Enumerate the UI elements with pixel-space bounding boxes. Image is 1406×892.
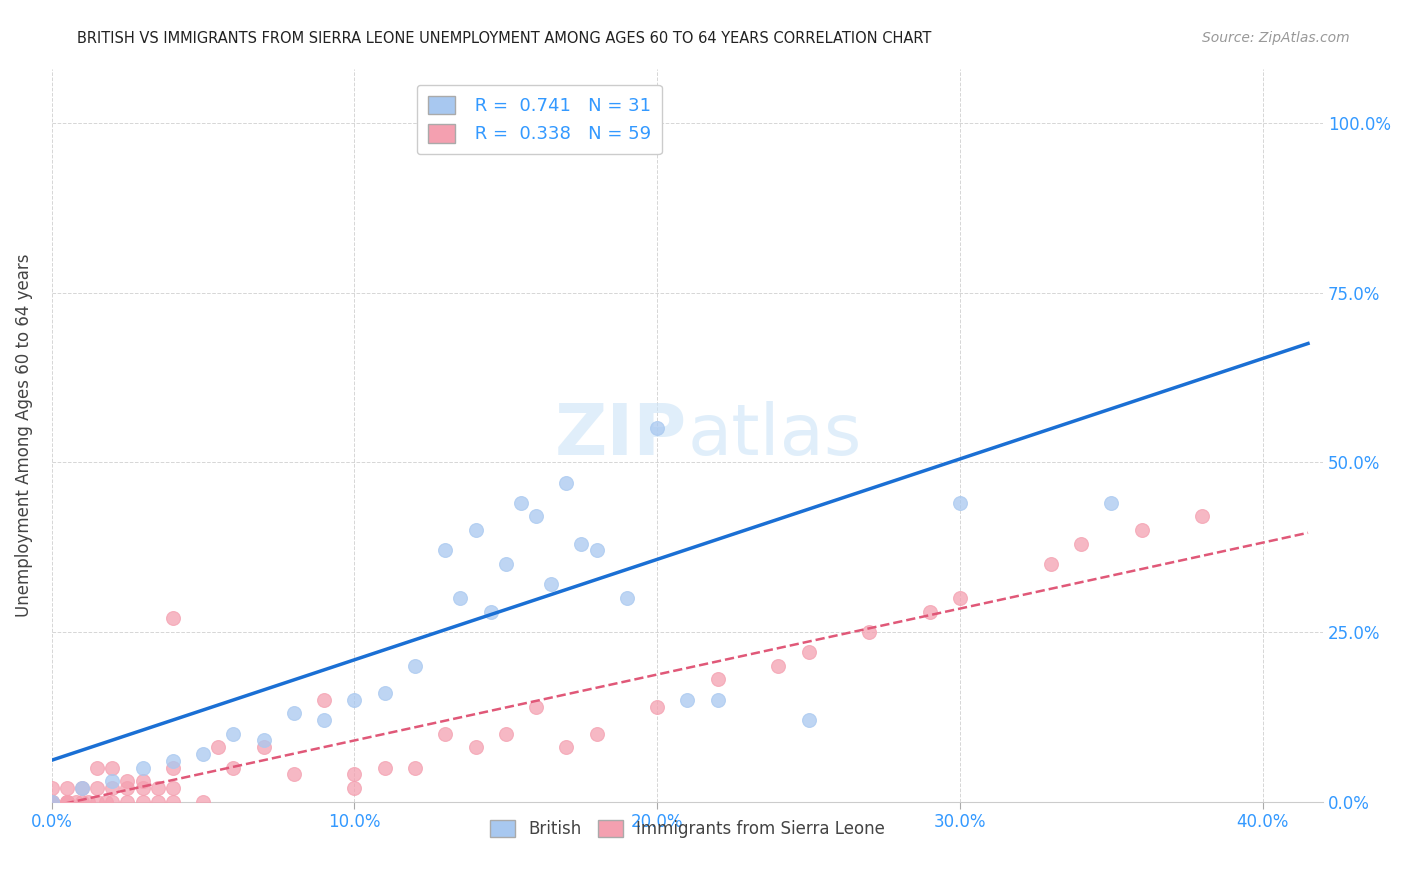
Point [645,699,668,714]
Point [676,692,699,706]
Point [101,774,124,789]
Point [41,795,63,809]
Point [117,795,139,809]
Point [41,795,63,809]
Point [222,761,245,775]
Point [41,795,63,809]
Point [41,795,63,809]
Point [949,591,972,605]
Point [162,795,184,809]
Point [404,761,426,775]
Point [449,591,471,605]
Point [65,795,87,809]
Point [86,761,108,775]
Point [56,795,79,809]
Point [464,740,486,755]
Point [1191,509,1213,524]
Point [162,754,184,768]
Point [510,496,533,510]
Point [616,591,638,605]
Point [131,795,153,809]
Point [524,509,547,524]
Point [162,761,184,775]
Point [571,536,593,550]
Point [162,780,184,795]
Point [479,605,502,619]
Point [1039,557,1062,571]
Point [706,692,728,706]
Point [343,780,366,795]
Text: ZIP: ZIP [555,401,688,469]
Point [949,496,972,510]
Point [191,795,214,809]
Text: Source: ZipAtlas.com: Source: ZipAtlas.com [1202,31,1350,45]
Point [56,795,79,809]
Text: BRITISH VS IMMIGRANTS FROM SIERRA LEONE UNEMPLOYMENT AMONG AGES 60 TO 64 YEARS C: BRITISH VS IMMIGRANTS FROM SIERRA LEONE … [77,31,932,46]
Point [222,727,245,741]
Point [1070,536,1092,550]
Point [191,747,214,761]
Point [162,611,184,625]
Point [374,761,396,775]
Point [41,795,63,809]
Point [86,780,108,795]
Point [70,795,93,809]
Point [101,780,124,795]
Point [41,795,63,809]
Point [283,706,305,721]
Text: atlas: atlas [688,401,862,469]
Point [146,795,169,809]
Point [918,605,941,619]
Point [56,780,79,795]
Point [96,795,118,809]
Point [70,780,93,795]
Point [101,795,124,809]
Point [434,727,457,741]
Point [797,645,820,659]
Point [797,713,820,727]
Point [343,767,366,781]
Point [374,686,396,700]
Legend: British, Immigrants from Sierra Leone: British, Immigrants from Sierra Leone [484,813,891,845]
Point [314,692,336,706]
Point [404,658,426,673]
Point [253,740,276,755]
Y-axis label: Unemployment Among Ages 60 to 64 years: Unemployment Among Ages 60 to 64 years [15,253,32,616]
Point [86,795,108,809]
Point [131,780,153,795]
Point [464,523,486,537]
Point [131,761,153,775]
Point [117,774,139,789]
Point [495,727,517,741]
Point [41,780,63,795]
Point [524,699,547,714]
Point [1099,496,1122,510]
Point [283,767,305,781]
Point [146,780,169,795]
Point [101,761,124,775]
Point [555,740,578,755]
Point [495,557,517,571]
Point [768,658,790,673]
Point [645,421,668,435]
Point [585,727,607,741]
Point [706,673,728,687]
Point [555,475,578,490]
Point [314,713,336,727]
Point [434,543,457,558]
Point [858,624,880,639]
Point [70,780,93,795]
Point [56,795,79,809]
Point [117,780,139,795]
Point [571,116,593,130]
Point [207,740,229,755]
Point [77,795,100,809]
Point [585,543,607,558]
Point [253,733,276,747]
Point [540,577,562,591]
Point [1130,523,1153,537]
Point [343,692,366,706]
Point [131,774,153,789]
